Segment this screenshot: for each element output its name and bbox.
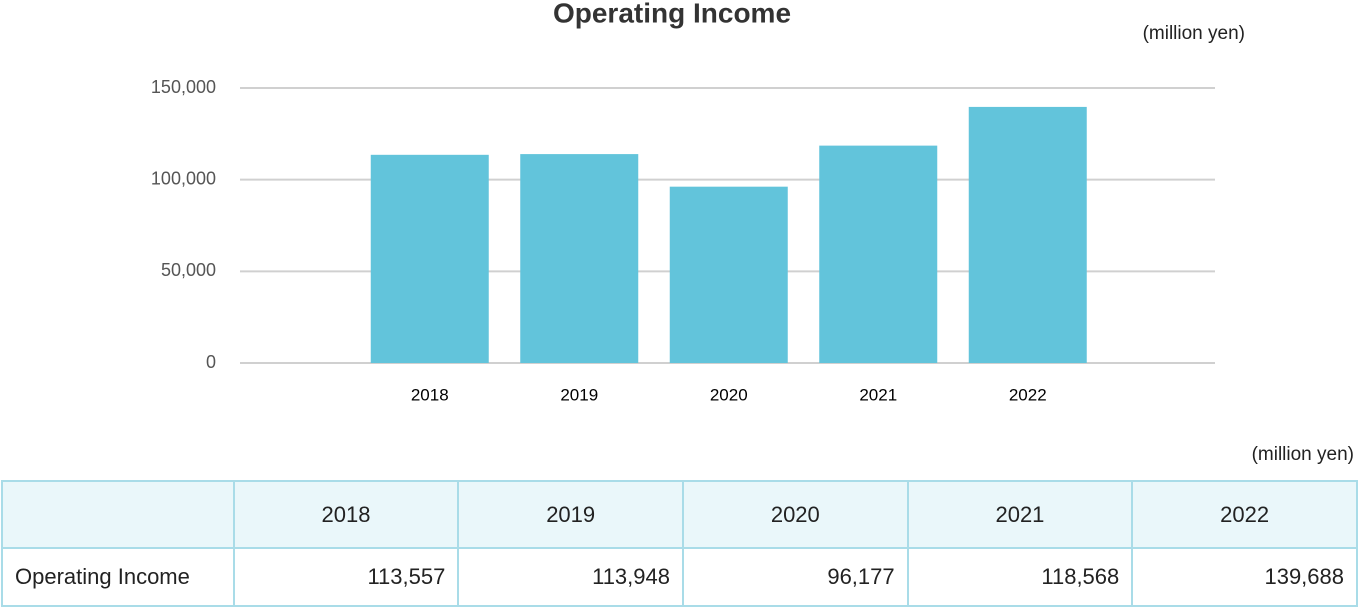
x-tick-label: 2020	[710, 385, 748, 404]
x-tick-label: 2019	[560, 385, 598, 404]
y-tick-label: 0	[206, 352, 216, 372]
x-tick-label: 2021	[859, 385, 897, 404]
data-row: Operating Income 113,557 113,948 96,177 118,…	[1, 547, 1358, 607]
data-cell: 113,948	[457, 547, 684, 607]
data-cell: 113,557	[232, 547, 460, 607]
bar	[669, 186, 788, 363]
y-tick-label: 150,000	[151, 77, 216, 97]
bar	[819, 145, 938, 363]
column-header: 2022	[1131, 480, 1358, 549]
data-cell: 96,177	[682, 547, 909, 607]
data-table: 2018 2019 2020 2021 2022 Operating Income 113…	[1, 480, 1358, 607]
x-tick-label: 2022	[1009, 385, 1047, 404]
chart-title: Operating Income	[553, 0, 791, 28]
header-row: 2018 2019 2020 2021 2022	[1, 480, 1358, 549]
bar	[968, 106, 1087, 363]
column-header: 2018	[232, 480, 460, 549]
bar	[370, 154, 489, 363]
table-unit: (million yen)	[1251, 444, 1354, 465]
y-tick-label: 50,000	[161, 260, 216, 280]
column-header: 2021	[906, 480, 1134, 549]
column-header: 2020	[682, 480, 909, 549]
column-header: 2019	[457, 480, 684, 549]
bar	[520, 154, 639, 363]
unit-label: (million yen)	[1143, 23, 1245, 44]
row-label: Operating Income	[1, 547, 235, 607]
data-cell: 139,688	[1131, 547, 1358, 607]
data-cell: 118,568	[906, 547, 1134, 607]
chart: Operating Income (million yen) 0 50,000 10…	[151, 0, 1245, 404]
x-tick-label: 2018	[411, 385, 449, 404]
corner-cell	[1, 480, 235, 549]
y-tick-label: 100,000	[151, 168, 216, 188]
